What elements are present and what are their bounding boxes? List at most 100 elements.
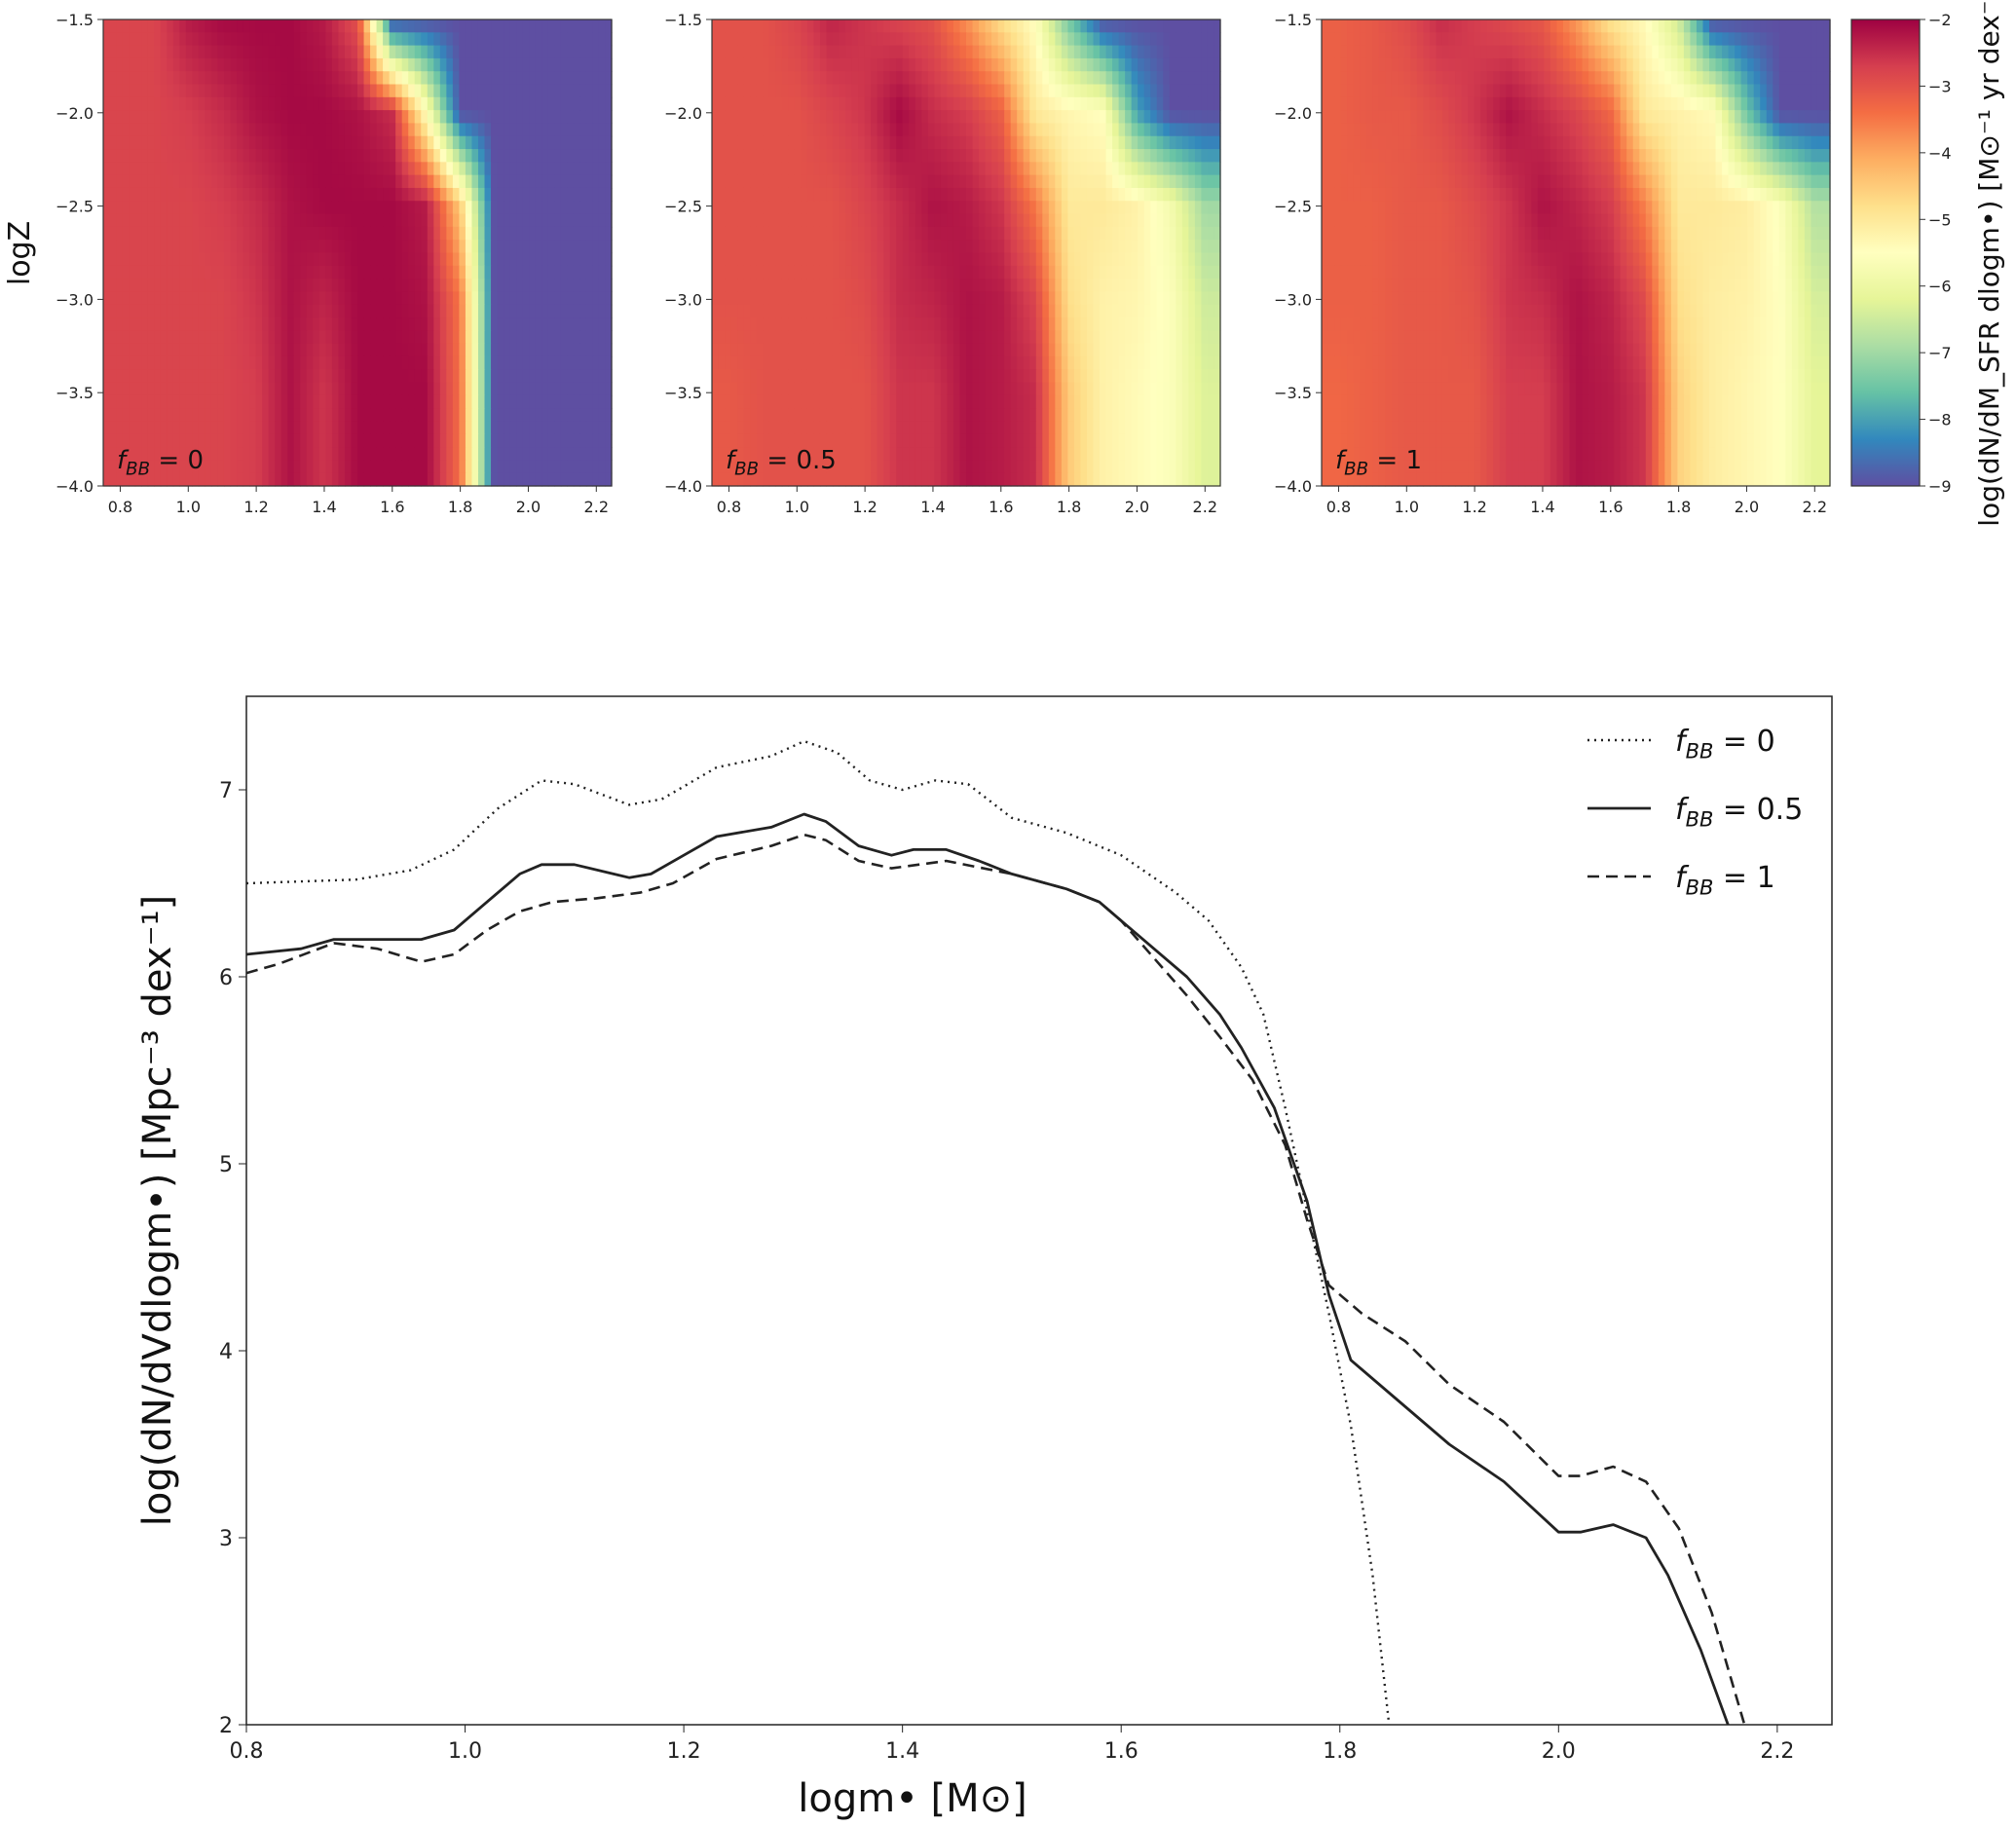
heatmap-cell bbox=[484, 110, 492, 125]
heatmap-cell bbox=[249, 369, 257, 384]
heatmap-cell bbox=[179, 355, 187, 370]
heatmap-cell bbox=[363, 149, 371, 163]
heatmap-cell bbox=[1188, 32, 1196, 47]
heatmap-cell bbox=[605, 304, 613, 318]
heatmap-cell bbox=[851, 226, 859, 241]
heatmap-cell bbox=[1105, 71, 1113, 86]
heatmap-cell bbox=[351, 96, 358, 111]
heatmap-cell bbox=[605, 291, 613, 306]
heatmap-cell bbox=[421, 149, 429, 163]
heatmap-cell bbox=[756, 123, 764, 137]
heatmap-cell bbox=[122, 433, 130, 448]
heatmap-cell bbox=[839, 110, 846, 125]
heatmap-cell bbox=[1207, 330, 1215, 345]
heatmap-cell bbox=[249, 240, 257, 254]
heatmap-cell bbox=[567, 369, 575, 384]
heatmap-cell bbox=[383, 252, 391, 267]
heatmap-cell bbox=[781, 19, 789, 33]
heatmap-cell bbox=[839, 201, 846, 215]
heatmap-cell bbox=[268, 408, 276, 423]
heatmap-cell bbox=[826, 343, 834, 357]
heatmap-cell bbox=[230, 45, 238, 59]
heatmap-cell bbox=[331, 19, 340, 33]
heatmap-cell bbox=[134, 57, 142, 72]
heatmap-cell bbox=[1093, 330, 1101, 345]
heatmap-cell bbox=[249, 265, 257, 279]
heatmap-cell bbox=[573, 265, 580, 279]
heatmap-cell bbox=[306, 304, 314, 318]
heatmap-cell bbox=[1125, 291, 1133, 306]
heatmap-cell bbox=[237, 394, 244, 409]
heatmap-cell bbox=[421, 355, 429, 370]
heatmap-cell bbox=[560, 84, 568, 98]
heatmap-cell bbox=[280, 84, 288, 98]
heatmap-cell bbox=[313, 291, 320, 306]
heatmap-cell bbox=[122, 110, 130, 125]
heatmap-cell bbox=[237, 201, 244, 215]
heatmap-cell bbox=[471, 265, 479, 279]
heatmap-cell bbox=[134, 110, 142, 125]
heatmap-cell bbox=[585, 394, 594, 409]
heatmap-cell bbox=[794, 57, 802, 72]
heatmap-cell bbox=[806, 291, 815, 306]
heatmap-cell bbox=[179, 110, 187, 125]
heatmap-cell bbox=[1112, 19, 1120, 33]
heatmap-cell bbox=[1150, 45, 1158, 59]
heatmap-cell bbox=[427, 32, 434, 47]
heatmap-cell bbox=[249, 408, 257, 423]
heatmap-cell bbox=[1067, 45, 1075, 59]
heatmap-cell bbox=[819, 71, 828, 86]
heatmap-cell bbox=[427, 460, 434, 474]
heatmap-cell bbox=[1131, 226, 1139, 241]
heatmap-cell bbox=[331, 382, 340, 396]
heatmap-cell bbox=[223, 447, 232, 461]
heatmap-cell bbox=[154, 201, 162, 215]
heatmap-cell bbox=[185, 96, 193, 111]
heatmap-cell bbox=[921, 19, 929, 33]
heatmap-cell bbox=[452, 355, 461, 370]
heatmap-cell bbox=[896, 291, 904, 306]
heatmap-cell bbox=[1156, 226, 1164, 241]
heatmap-cell bbox=[280, 226, 288, 241]
heatmap-cell bbox=[147, 84, 155, 98]
heatmap-cell bbox=[370, 213, 378, 228]
heatmap-cell bbox=[414, 71, 422, 86]
heatmap-cell bbox=[794, 110, 802, 125]
heatmap-cell bbox=[921, 110, 929, 125]
heatmap-cell bbox=[370, 472, 378, 487]
heatmap-cell bbox=[1042, 201, 1050, 215]
heatmap-cell bbox=[902, 174, 910, 189]
heatmap-cell bbox=[806, 213, 815, 228]
heatmap-cell bbox=[1073, 174, 1082, 189]
heatmap-cell bbox=[325, 240, 333, 254]
heatmap-cell bbox=[477, 408, 486, 423]
heatmap-cell bbox=[1010, 201, 1018, 215]
heatmap-cell bbox=[718, 265, 726, 279]
heatmap-cell bbox=[185, 447, 193, 461]
heatmap-cell bbox=[491, 19, 499, 33]
heatmap-cell bbox=[712, 96, 720, 111]
heatmap-cell bbox=[1125, 174, 1133, 189]
heatmap-cell bbox=[573, 57, 580, 72]
heatmap-cell bbox=[230, 213, 238, 228]
heatmap-cell bbox=[1029, 174, 1037, 189]
heatmap-cell bbox=[1163, 291, 1171, 306]
heatmap-cell bbox=[1131, 162, 1139, 176]
heatmap-cell bbox=[237, 96, 244, 111]
heatmap-cell bbox=[909, 57, 916, 72]
heatmap-cell bbox=[1093, 96, 1101, 111]
heatmap-cell bbox=[972, 213, 980, 228]
heatmap-cell bbox=[768, 135, 776, 150]
heatmap-cell bbox=[262, 265, 270, 279]
heatmap-cell bbox=[154, 213, 162, 228]
heatmap-cell bbox=[1213, 57, 1221, 72]
heatmap-cell bbox=[255, 421, 263, 435]
heatmap-cell bbox=[376, 382, 384, 396]
heatmap-cell bbox=[210, 317, 219, 331]
heatmap-cell bbox=[306, 19, 314, 33]
heatmap-cell bbox=[801, 252, 808, 267]
heatmap-cell bbox=[718, 317, 726, 331]
heatmap-cell bbox=[991, 201, 999, 215]
heatmap-cell bbox=[1029, 84, 1037, 98]
heatmap-cell bbox=[877, 174, 884, 189]
